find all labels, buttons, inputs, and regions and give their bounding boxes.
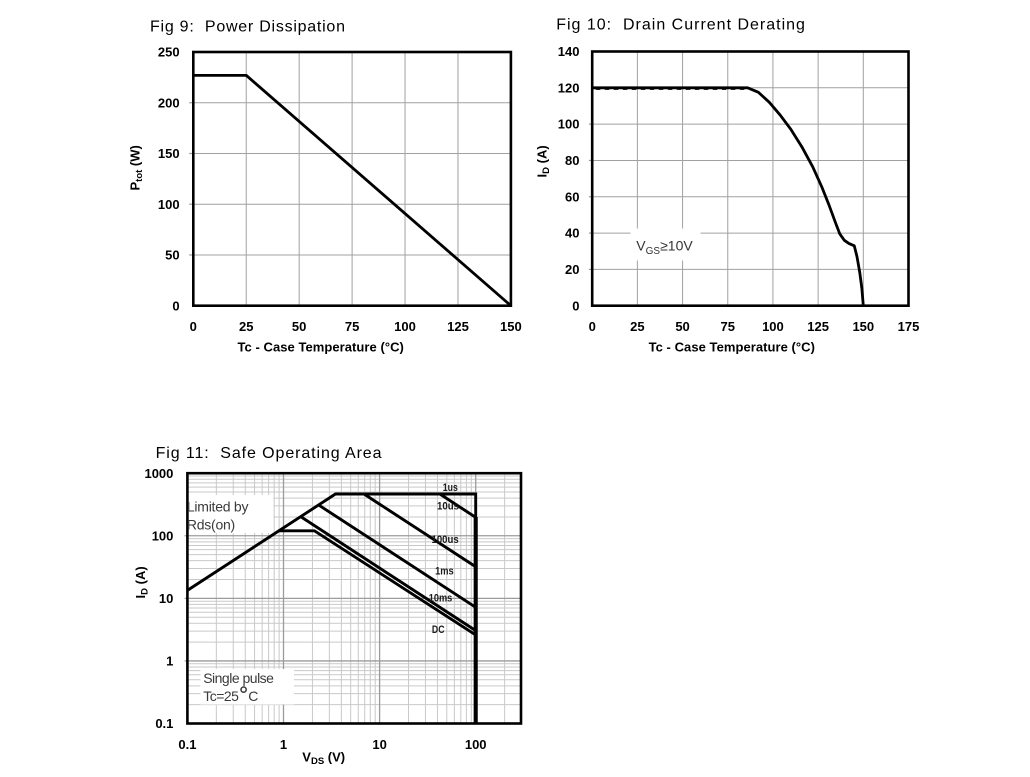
- svg-text:Fig 10: Drain Current Deratin: Fig 10: Drain Current Derating: [556, 17, 806, 34]
- svg-text:Tc - Case Temperature (°C): Tc - Case Temperature (°C): [649, 339, 815, 354]
- svg-text:1000: 1000: [144, 466, 173, 481]
- svg-text:75: 75: [721, 319, 735, 334]
- svg-text:25: 25: [630, 319, 644, 334]
- svg-text:150: 150: [852, 319, 874, 334]
- svg-text:25: 25: [239, 319, 253, 334]
- svg-text:1: 1: [166, 654, 173, 669]
- svg-text:VDS (V): VDS (V): [302, 750, 345, 768]
- svg-text:Tc - Case Temperature (°C): Tc - Case Temperature (°C): [238, 339, 404, 354]
- svg-text:50: 50: [292, 319, 306, 334]
- svg-text:0: 0: [190, 319, 197, 334]
- svg-text:10us: 10us: [437, 500, 459, 512]
- svg-text:100: 100: [762, 319, 784, 334]
- svg-text:C: C: [248, 688, 258, 704]
- svg-text:20: 20: [565, 262, 579, 277]
- svg-text:10ms: 10ms: [429, 593, 453, 605]
- svg-text:175: 175: [898, 319, 920, 334]
- svg-text:40: 40: [565, 226, 579, 241]
- svg-text:200: 200: [158, 95, 180, 110]
- svg-text:Rds(on): Rds(on): [187, 517, 235, 533]
- svg-text:10: 10: [159, 591, 173, 606]
- svg-text:0.1: 0.1: [155, 716, 173, 731]
- svg-text:Fig 11: Safe Operating Area: Fig 11: Safe Operating Area: [156, 445, 383, 462]
- svg-text:ID (A): ID (A): [535, 145, 553, 177]
- svg-text:50: 50: [675, 319, 689, 334]
- svg-text:150: 150: [500, 319, 522, 334]
- svg-text:0.1: 0.1: [178, 737, 196, 752]
- svg-text:Single pulse: Single pulse: [203, 670, 274, 686]
- svg-text:100: 100: [394, 319, 416, 334]
- svg-text:60: 60: [565, 189, 579, 204]
- svg-text:DC: DC: [432, 624, 445, 636]
- svg-text:250: 250: [158, 45, 180, 60]
- svg-text:80: 80: [565, 153, 579, 168]
- svg-text:100: 100: [465, 737, 487, 752]
- svg-text:0: 0: [572, 298, 579, 313]
- svg-text:1ms: 1ms: [435, 565, 454, 577]
- svg-text:100: 100: [158, 197, 180, 212]
- svg-text:0: 0: [172, 298, 179, 313]
- svg-text:100: 100: [558, 117, 580, 132]
- svg-text:0: 0: [589, 319, 596, 334]
- svg-text:1: 1: [280, 737, 287, 752]
- svg-text:125: 125: [447, 319, 469, 334]
- svg-text:75: 75: [345, 319, 359, 334]
- svg-text:Fig 9: Power Dissipation: Fig 9: Power Dissipation: [150, 19, 346, 36]
- svg-text:Ptot (W): Ptot (W): [128, 145, 146, 190]
- svg-text:150: 150: [158, 146, 180, 161]
- svg-text:10: 10: [372, 737, 386, 752]
- svg-text:Tc=25: Tc=25: [203, 688, 239, 704]
- svg-text:Limited by: Limited by: [187, 499, 249, 515]
- svg-text:125: 125: [807, 319, 829, 334]
- svg-text:1us: 1us: [443, 482, 458, 494]
- svg-text:100: 100: [152, 528, 174, 543]
- svg-text:140: 140: [558, 44, 580, 59]
- svg-text:50: 50: [165, 248, 179, 263]
- svg-text:100us: 100us: [432, 534, 459, 546]
- svg-text:120: 120: [558, 80, 580, 95]
